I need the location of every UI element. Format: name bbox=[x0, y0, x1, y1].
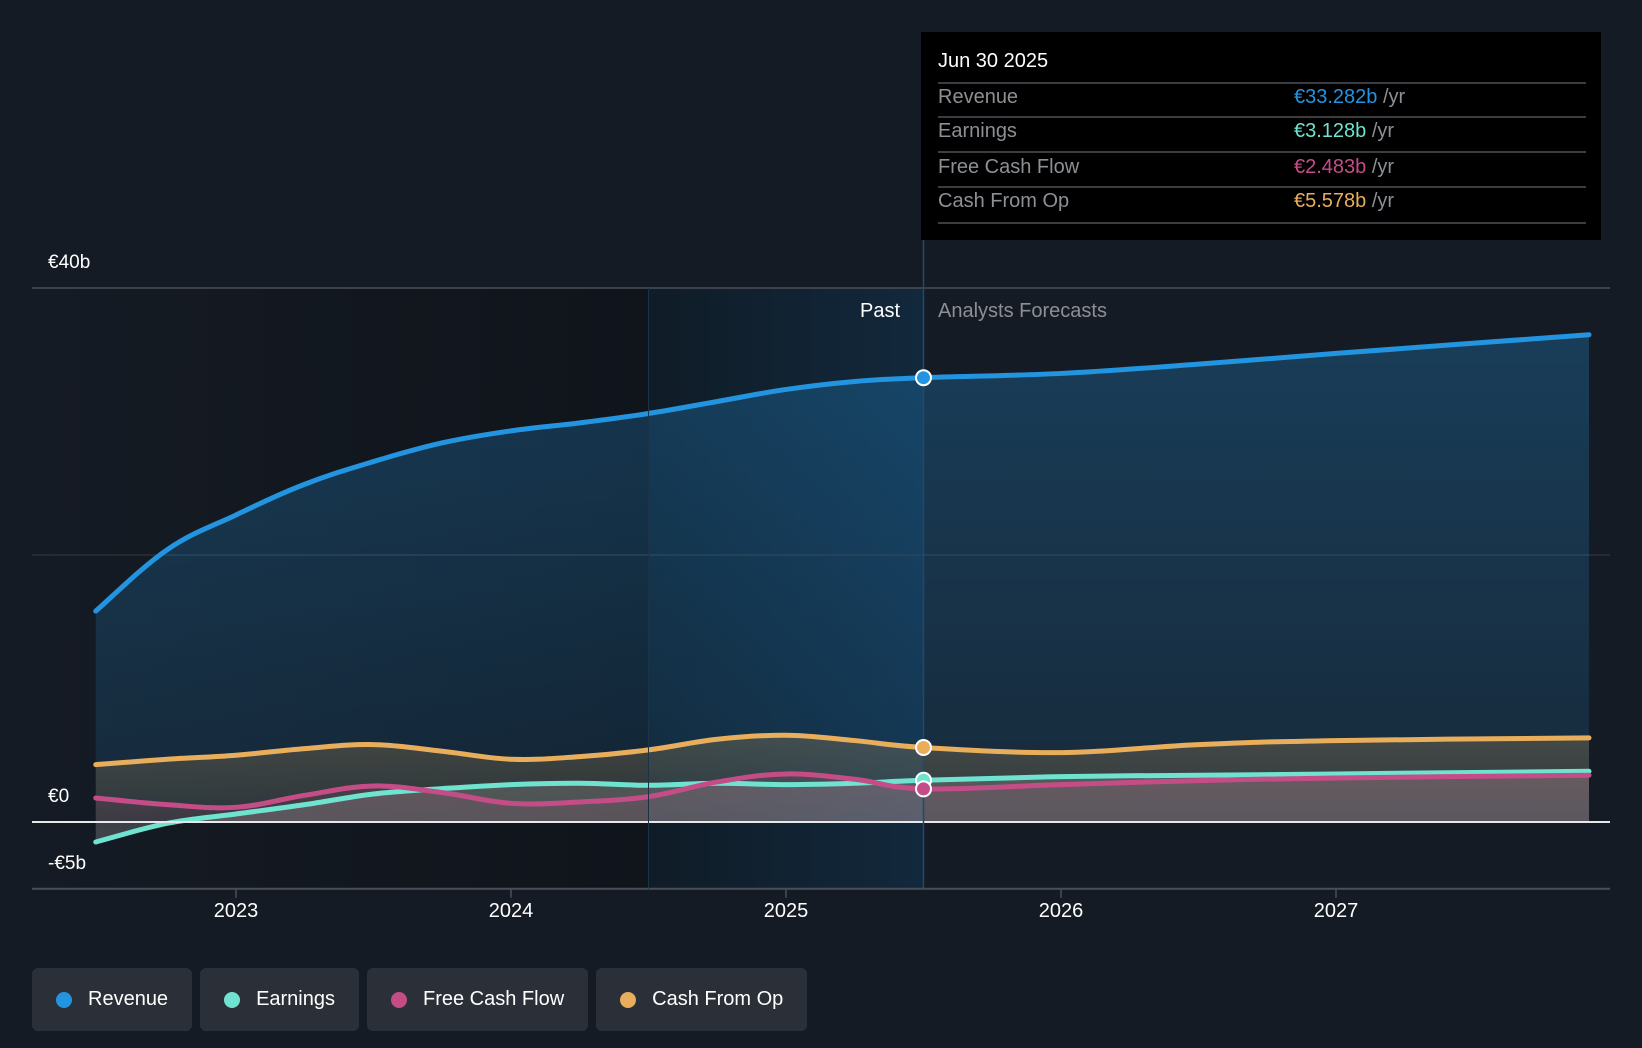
tooltip-date: Jun 30 2025 bbox=[938, 50, 1049, 72]
series-lines bbox=[93, 332, 1592, 845]
legend-item-cash-from-op[interactable]: Cash From Op bbox=[596, 968, 808, 1031]
cfo-dot-icon bbox=[620, 991, 637, 1008]
legend-label: Earnings bbox=[256, 988, 335, 1010]
tooltip-unit: /yr bbox=[1371, 120, 1395, 142]
x-tick-label-2025: 2025 bbox=[763, 900, 809, 922]
tooltip-unit: /yr bbox=[1371, 190, 1395, 212]
tooltip-label-cfo: Cash From Op bbox=[938, 190, 1070, 212]
y-tick-label-0: €0 bbox=[48, 786, 70, 807]
tooltip-value-earnings: €3.128b /yr bbox=[1294, 120, 1394, 143]
tooltip-label-revenue: Revenue bbox=[938, 86, 1019, 108]
tooltip-earnings-amount: €3.128b bbox=[1294, 120, 1367, 142]
legend-item-revenue[interactable]: Revenue bbox=[32, 968, 193, 1031]
cash-from-op-marker bbox=[915, 739, 932, 757]
x-tick-label-2023: 2023 bbox=[213, 900, 259, 922]
tooltip-divider bbox=[938, 116, 1586, 118]
earnings-dot-icon bbox=[224, 991, 241, 1008]
tooltip-unit: /yr bbox=[1382, 86, 1406, 108]
cash-from-op-line bbox=[93, 732, 1592, 768]
tooltip-label-fcf: Free Cash Flow bbox=[938, 156, 1080, 178]
tooltip-label-earnings: Earnings bbox=[938, 120, 1017, 142]
x-axis bbox=[235, 888, 1337, 898]
tooltip-revenue-amount: €33.282b bbox=[1294, 86, 1378, 108]
y-tick-label-minus5b: -€5b bbox=[48, 853, 87, 874]
x-tick-label-2027: 2027 bbox=[1313, 900, 1359, 922]
tooltip-divider bbox=[938, 82, 1586, 84]
forecast-label: Analysts Forecasts bbox=[938, 300, 1107, 322]
tooltip-value-cfo: €5.578b /yr bbox=[1294, 190, 1394, 213]
legend: Revenue Earnings Free Cash Flow Cash Fro… bbox=[32, 968, 808, 1031]
revenue-area bbox=[95, 334, 1589, 822]
tooltip-unit: /yr bbox=[1371, 156, 1395, 178]
revenue-dot-icon bbox=[56, 991, 72, 1008]
tooltip-divider bbox=[938, 151, 1586, 153]
legend-item-earnings[interactable]: Earnings bbox=[200, 968, 359, 1031]
tooltip-value-revenue: €33.282b /yr bbox=[1294, 86, 1405, 109]
free-cash-flow-line bbox=[93, 771, 1592, 811]
hover-markers bbox=[915, 369, 932, 798]
x-tick-label-2024: 2024 bbox=[488, 900, 534, 922]
tooltip-value-fcf: €2.483b /yr bbox=[1294, 156, 1394, 179]
tooltip-cfo-amount: €5.578b bbox=[1294, 190, 1367, 212]
free-cash-flow-marker bbox=[915, 780, 932, 798]
revenue-line bbox=[93, 332, 1592, 614]
x-tick-label-2026: 2026 bbox=[1038, 900, 1084, 922]
legend-label: Free Cash Flow bbox=[423, 988, 565, 1010]
legend-label: Cash From Op bbox=[652, 988, 784, 1010]
fcf-dot-icon bbox=[391, 991, 407, 1008]
revenue-marker bbox=[915, 369, 932, 387]
y-tick-label-40b: €40b bbox=[48, 252, 91, 273]
tooltip-divider bbox=[938, 186, 1586, 188]
tooltip: Jun 30 2025 Revenue €33.282b /yr Earning… bbox=[921, 32, 1601, 240]
legend-label: Revenue bbox=[88, 988, 169, 1010]
tooltip-divider bbox=[938, 222, 1586, 224]
legend-item-free-cash-flow[interactable]: Free Cash Flow bbox=[367, 968, 589, 1031]
past-label: Past bbox=[860, 300, 901, 322]
tooltip-fcf-amount: €2.483b bbox=[1294, 156, 1367, 178]
